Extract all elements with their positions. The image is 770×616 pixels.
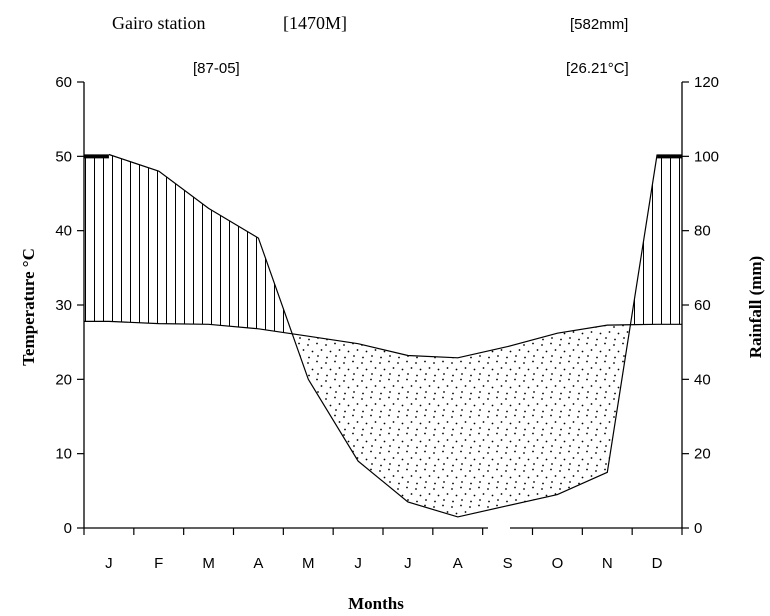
right-tick-label: 80 [694,223,711,240]
left-tick-label: 30 [55,297,72,314]
month-label: J [404,555,412,572]
right-tick-label: 120 [694,74,719,91]
mean-temperature-label: [26.21°C] [566,60,629,77]
left-axis-title: Temperature °C [19,248,38,366]
period-label: [87-05] [193,60,240,77]
left-tick-label: 40 [55,223,72,240]
left-tick-label: 60 [55,74,72,91]
left-tick-label: 50 [55,148,72,165]
x-axis-title: Months [348,594,404,613]
month-label: D [652,555,663,572]
rainfall-line [108,153,658,518]
dry-period-stippling [84,321,682,517]
right-axis-ticks: 0 20 40 60 80 100 120 [682,74,719,537]
month-label: O [552,555,564,572]
station-label: Gairo station [112,13,205,33]
right-tick-label: 100 [694,148,719,165]
left-axis-ticks: 0 10 20 30 40 50 60 [55,74,84,537]
temperature-line [84,320,682,359]
right-tick-label: 0 [694,520,702,537]
month-label: A [253,555,263,572]
annual-rainfall-label: [582mm] [570,16,628,33]
left-tick-label: 0 [64,520,72,537]
month-label: M [202,555,215,572]
right-axis-title: Rainfall (mm) [746,256,765,358]
month-label: N [602,555,613,572]
right-tick-label: 20 [694,446,711,463]
left-tick-label: 10 [55,446,72,463]
month-label: M [302,555,315,572]
month-label: J [105,555,113,572]
right-tick-label: 40 [694,371,711,388]
altitude-label: [1470M] [283,13,347,33]
month-label: S [503,555,513,572]
month-label: A [453,555,463,572]
humid-period-hatching [84,154,682,358]
month-label: J [354,555,362,572]
month-label: F [154,555,163,572]
right-tick-label: 60 [694,297,711,314]
left-tick-label: 20 [55,371,72,388]
